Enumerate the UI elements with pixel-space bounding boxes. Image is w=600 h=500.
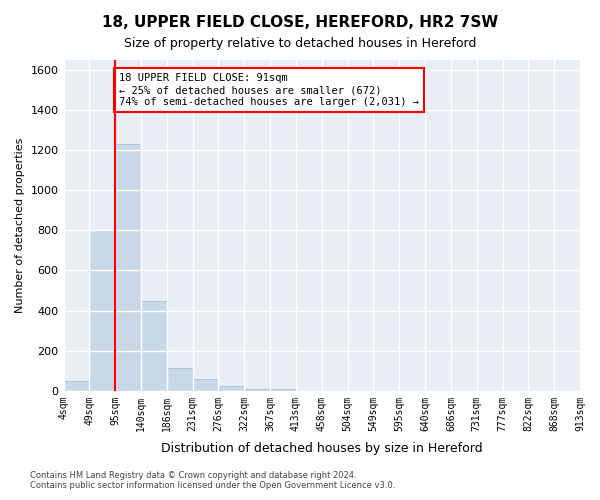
Text: 18, UPPER FIELD CLOSE, HEREFORD, HR2 7SW: 18, UPPER FIELD CLOSE, HEREFORD, HR2 7SW — [102, 15, 498, 30]
Bar — [218, 386, 244, 391]
Bar — [270, 389, 296, 391]
Bar — [115, 144, 141, 391]
Bar — [167, 368, 193, 391]
Bar — [89, 230, 115, 391]
X-axis label: Distribution of detached houses by size in Hereford: Distribution of detached houses by size … — [161, 442, 482, 455]
Text: Contains HM Land Registry data © Crown copyright and database right 2024.
Contai: Contains HM Land Registry data © Crown c… — [30, 470, 395, 490]
Text: Size of property relative to detached houses in Hereford: Size of property relative to detached ho… — [124, 38, 476, 51]
Text: 18 UPPER FIELD CLOSE: 91sqm
← 25% of detached houses are smaller (672)
74% of se: 18 UPPER FIELD CLOSE: 91sqm ← 25% of det… — [119, 74, 419, 106]
Bar — [64, 381, 89, 391]
Y-axis label: Number of detached properties: Number of detached properties — [15, 138, 25, 313]
Bar — [193, 378, 218, 391]
Bar — [141, 300, 167, 391]
Bar — [244, 389, 270, 391]
